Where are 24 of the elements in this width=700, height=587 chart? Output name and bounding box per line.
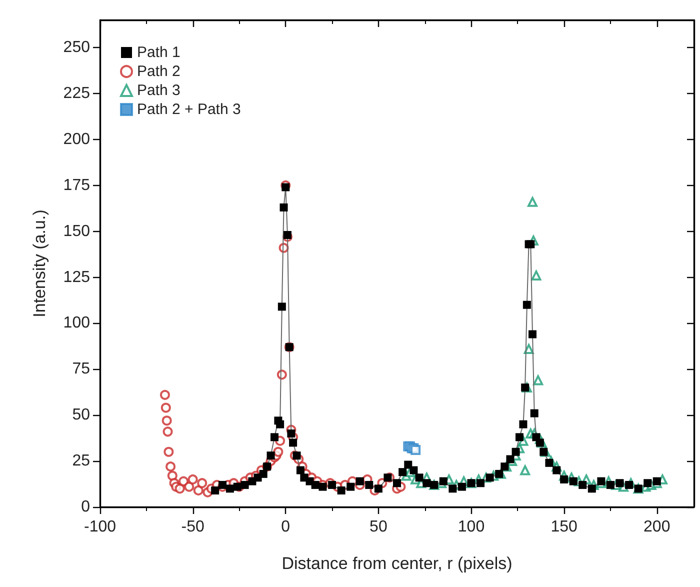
y-tick-label: 250: [63, 39, 90, 56]
x-tick-label: 200: [644, 518, 670, 536]
x-tick-label: -100: [84, 518, 116, 536]
y-tick-label: 225: [63, 85, 90, 102]
x-tick-label: 150: [550, 518, 578, 536]
y-tick-label: 200: [63, 130, 90, 148]
y-tick-label: 125: [63, 268, 90, 286]
x-axis-title: Distance from center, r (pixels): [282, 554, 512, 573]
y-tick-label: 25: [72, 452, 90, 470]
y-tick-label: 175: [63, 176, 90, 194]
y-axis-title: Intensity (a.u.): [30, 210, 49, 318]
legend-label: Path 2 + Path 3: [137, 101, 241, 118]
x-tick-label: -50: [181, 518, 204, 536]
x-tick-label: 0: [281, 518, 290, 536]
legend-label: Path 1: [137, 44, 180, 61]
x-tick-label: 50: [370, 518, 388, 536]
x-tick-label: 100: [458, 518, 485, 536]
y-tick-label: 0: [81, 498, 90, 516]
legend-label: Path 3: [137, 82, 180, 99]
y-tick-label: 50: [72, 406, 90, 424]
legend-label: Path 2: [137, 63, 180, 80]
y-tick-label: 150: [63, 222, 90, 240]
y-tick-label: 100: [63, 314, 90, 332]
y-tick-label: 75: [72, 360, 90, 378]
